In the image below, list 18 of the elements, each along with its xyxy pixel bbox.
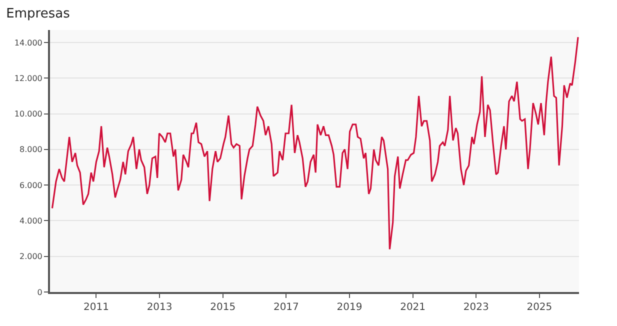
line-series: [51, 36, 579, 250]
x-tick-label: 2017: [273, 302, 299, 313]
x-tick-label: 2013: [146, 302, 172, 313]
x-tick-label: 2023: [463, 302, 489, 313]
y-tick-label: 8.000: [19, 145, 42, 154]
y-tick-label: 10.000: [14, 110, 42, 119]
y-tick-label: 2.000: [19, 252, 42, 262]
x-tick-label: 2015: [210, 302, 236, 313]
chart-title: Empresas: [6, 6, 70, 22]
y-tick-label: 12.000: [14, 74, 42, 83]
x-tick-label: 2011: [83, 302, 109, 313]
x-tick-label: 2019: [336, 302, 362, 313]
y-tick-label: 4.000: [19, 216, 42, 226]
x-tick-label: 2021: [400, 302, 426, 313]
y-tick-label: 14.000: [14, 38, 42, 48]
x-tick-label: 2025: [526, 302, 552, 313]
y-tick-label: 6.000: [19, 180, 42, 190]
y-tick-label: 0: [37, 288, 42, 297]
